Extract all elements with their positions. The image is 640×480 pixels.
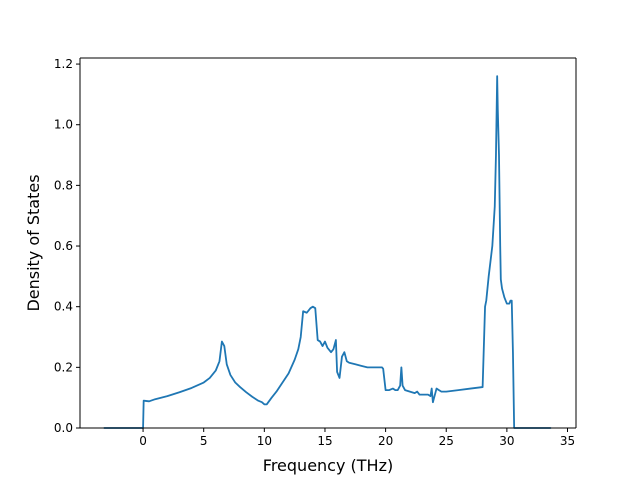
plot-area <box>80 58 576 428</box>
x-tick-label: 35 <box>560 434 575 448</box>
x-tick-label: 0 <box>139 434 147 448</box>
axes-frame <box>79 57 577 429</box>
x-tick-label: 15 <box>317 434 332 448</box>
dos-line-series-0 <box>103 75 552 429</box>
y-axis: 0.0 0.2 0.4 0.6 0.8 1.0 1.2 <box>54 57 80 435</box>
x-tick-label: 20 <box>378 434 393 448</box>
x-tick-label: 5 <box>200 434 208 448</box>
data-marks <box>103 75 552 429</box>
x-tick-label: 25 <box>439 434 454 448</box>
x-axis-label: Frequency (THz) <box>263 456 393 475</box>
y-tick-label: 0.8 <box>54 178 73 192</box>
y-tick-label: 1.0 <box>54 118 73 132</box>
x-tick-label: 10 <box>257 434 272 448</box>
y-tick-label: 0.0 <box>54 421 73 435</box>
y-tick-label: 0.6 <box>54 239 73 253</box>
x-tick-label: 30 <box>499 434 514 448</box>
x-axis: 0 5 10 15 20 25 30 35 <box>139 428 575 448</box>
y-tick-label: 0.2 <box>54 360 73 374</box>
y-axis-label: Density of States <box>24 174 43 311</box>
y-tick-label: 0.4 <box>54 300 73 314</box>
y-tick-label: 1.2 <box>54 57 73 71</box>
